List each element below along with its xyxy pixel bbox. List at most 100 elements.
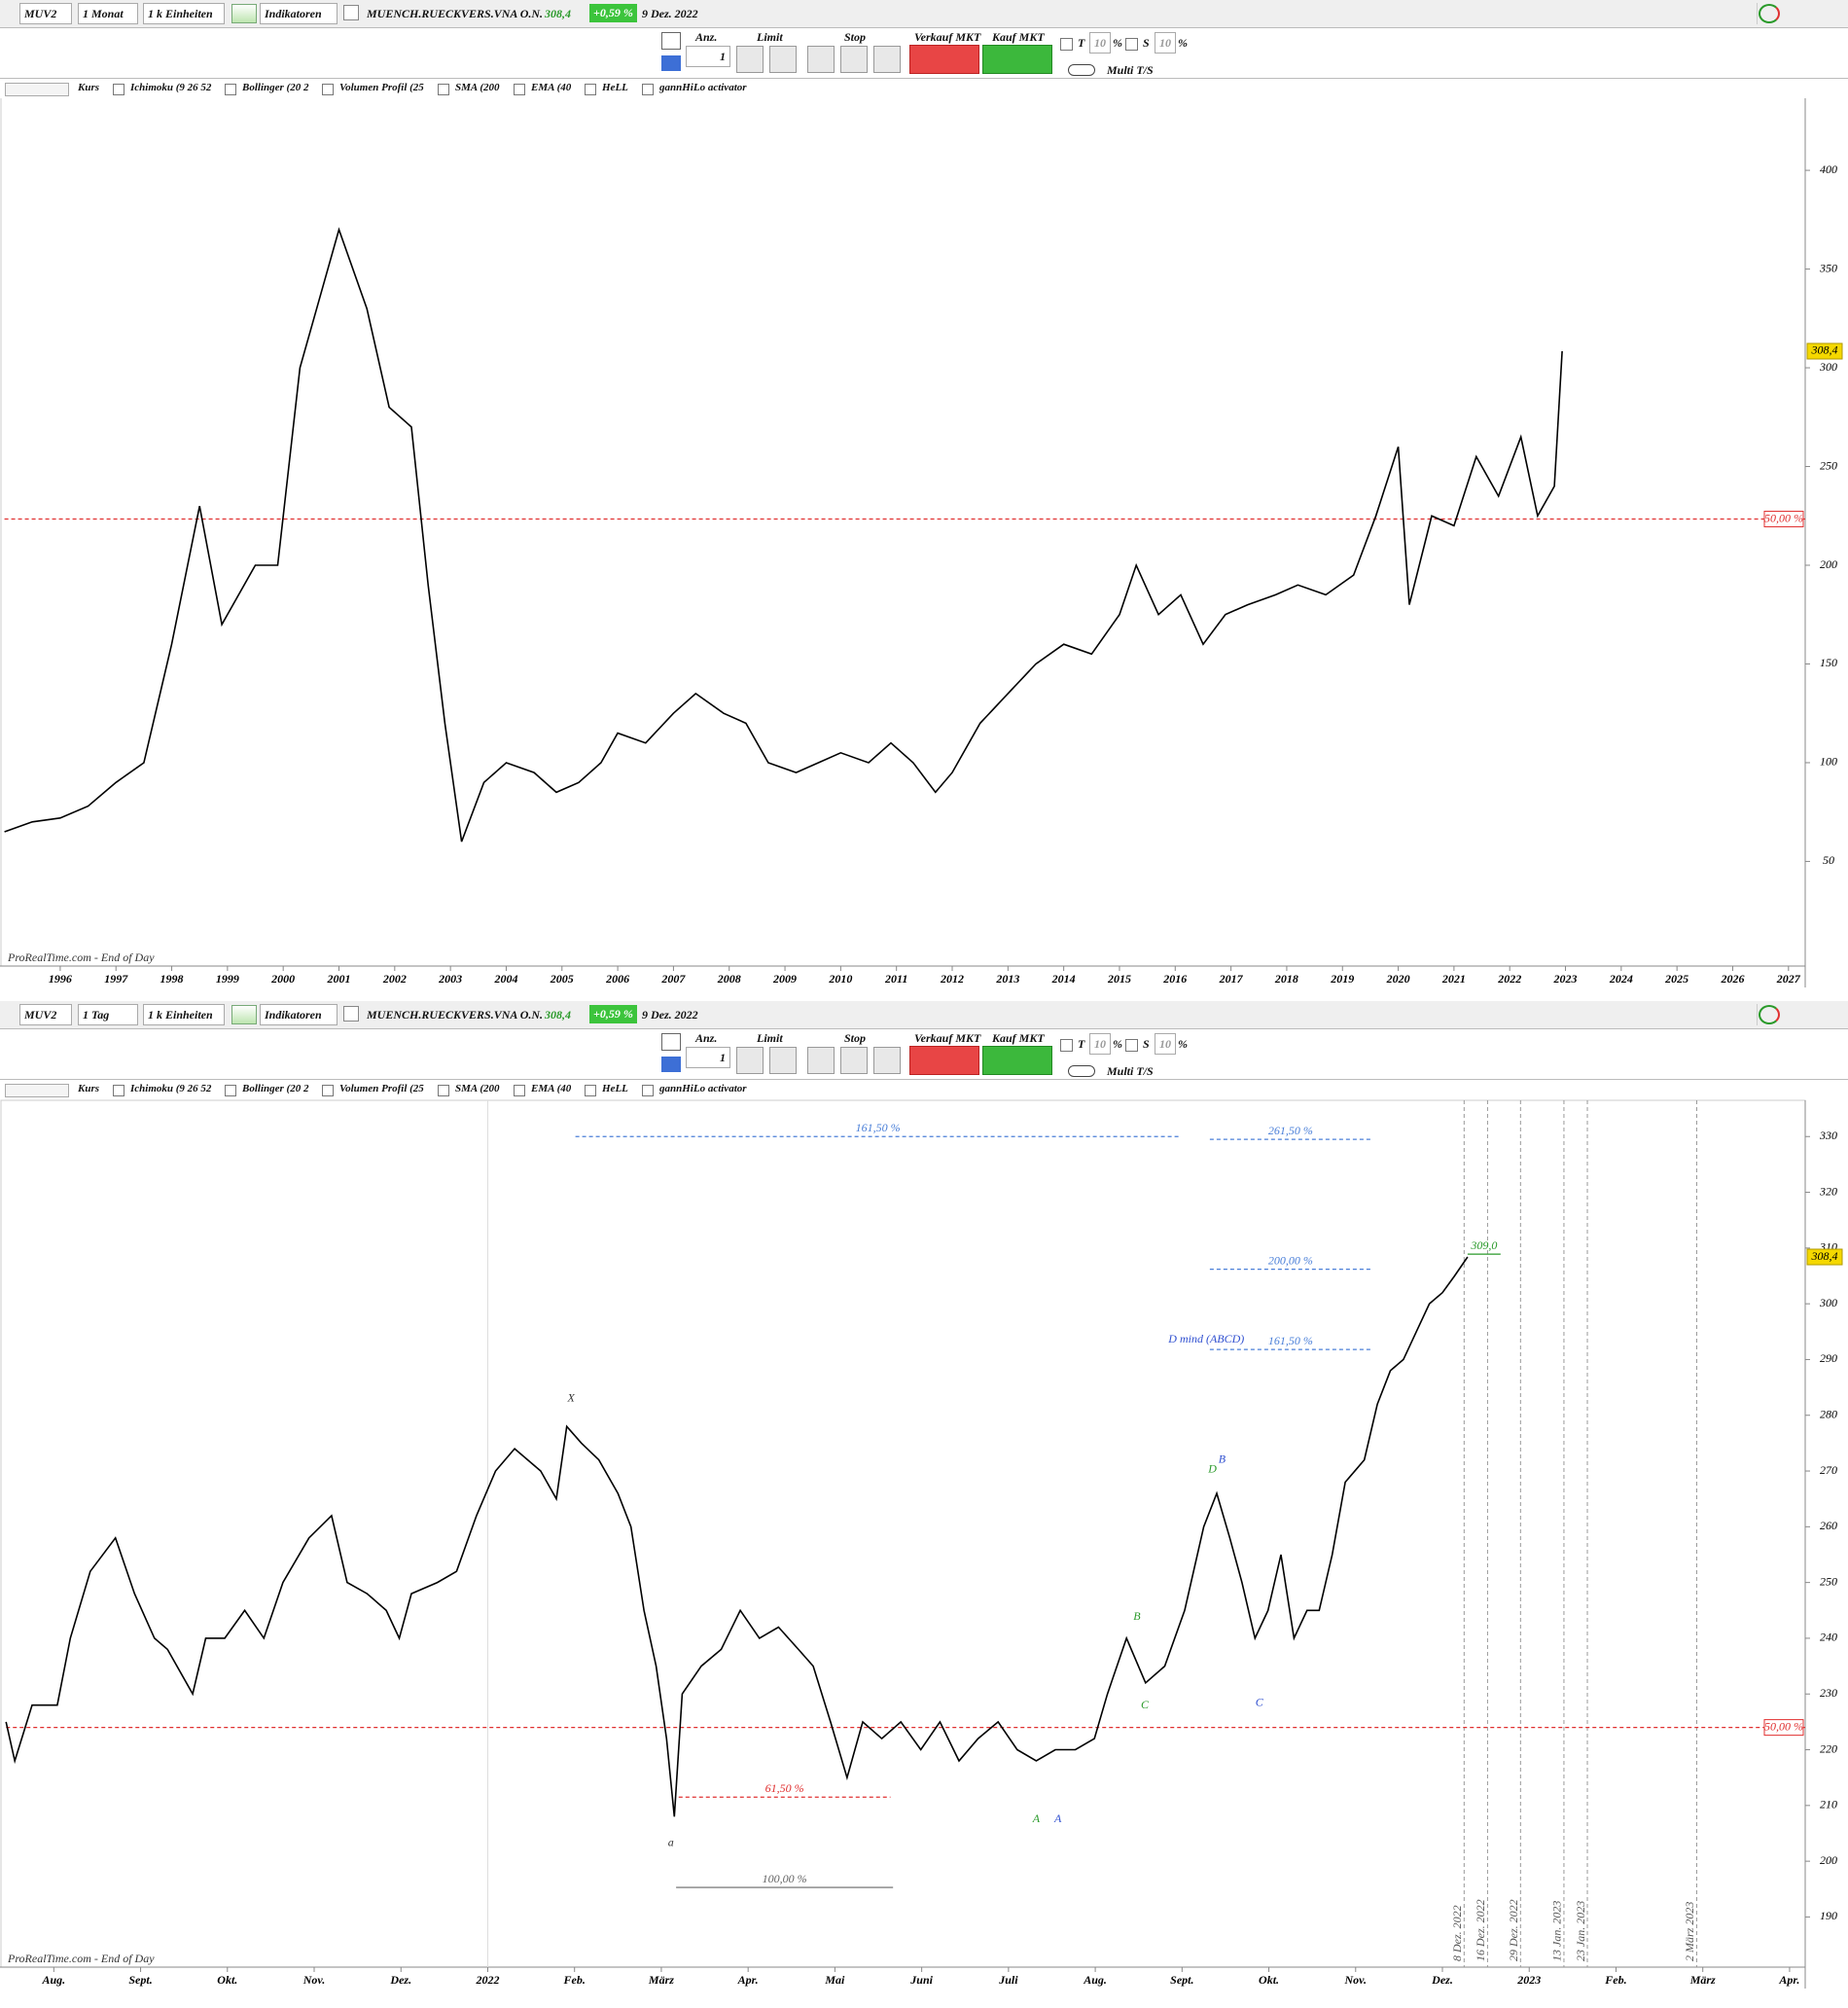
t-input[interactable]: 10 <box>1089 32 1111 54</box>
order-button[interactable] <box>736 46 764 73</box>
s-input[interactable]: 10 <box>1155 32 1176 54</box>
refresh-icon[interactable] <box>1759 4 1780 23</box>
x-tick-label: Juni <box>909 1973 933 1987</box>
indicator[interactable]: Volumen Profil (25 <box>339 82 424 93</box>
toggle[interactable] <box>1068 1065 1095 1077</box>
units-select[interactable]: 1 k Einheiten <box>143 3 225 24</box>
qty-input[interactable]: 1 <box>686 1047 730 1068</box>
indicator[interactable]: Ichimoku (9 26 52 <box>130 1083 212 1094</box>
toggle[interactable] <box>1068 64 1095 76</box>
t-checkbox[interactable] <box>1060 1039 1073 1052</box>
indicators-button[interactable]: Indikatoren <box>260 1004 338 1025</box>
s-checkbox[interactable] <box>1125 38 1138 51</box>
s-checkbox[interactable] <box>1125 1039 1138 1052</box>
indicator[interactable]: Bollinger (20 2 <box>242 1083 309 1094</box>
indicators-icon[interactable] <box>231 4 257 23</box>
indicator-icons[interactable] <box>5 83 69 96</box>
info-icon[interactable] <box>343 5 359 20</box>
indicator-checkbox[interactable] <box>322 84 334 95</box>
indicator[interactable]: Kurs <box>78 82 100 93</box>
indicator-checkbox[interactable] <box>113 1085 124 1096</box>
date-line-label: 23 Jan. 2023 <box>1574 1901 1587 1961</box>
order-button[interactable] <box>873 46 901 73</box>
x-tick-label: Aug. <box>1083 1973 1107 1987</box>
period-select[interactable]: 1 Tag <box>78 1004 138 1025</box>
order-button[interactable] <box>769 46 797 73</box>
order-button[interactable] <box>807 46 835 73</box>
indicator-checkbox[interactable] <box>438 84 449 95</box>
keyboard-icon[interactable] <box>661 55 681 71</box>
indicator[interactable]: Kurs <box>78 1083 100 1094</box>
refresh-icon[interactable] <box>1759 1005 1780 1024</box>
indicators-button[interactable]: Indikatoren <box>260 3 338 24</box>
indicator-checkbox[interactable] <box>438 1085 449 1096</box>
level-label: 61,50 % <box>765 1781 804 1795</box>
indicator[interactable]: HeLL <box>602 1083 628 1094</box>
symbol-select[interactable]: MUV2 <box>19 3 72 24</box>
wrench-icon[interactable] <box>661 32 681 50</box>
indicator-checkbox[interactable] <box>585 84 596 95</box>
indicator-checkbox[interactable] <box>514 84 525 95</box>
indicators-icon[interactable] <box>231 1005 257 1024</box>
indicator[interactable]: gannHiLo activator <box>659 1083 747 1094</box>
date: 9 Dez. 2022 <box>642 1008 698 1022</box>
order-button[interactable] <box>840 1047 868 1074</box>
y-tick-label: 320 <box>1819 1184 1837 1198</box>
indicator-checkbox[interactable] <box>113 84 124 95</box>
indicator-checkbox[interactable] <box>642 1085 654 1096</box>
y-tick-label: 240 <box>1820 1631 1837 1644</box>
limit-label: Limit <box>757 1031 783 1045</box>
order-button[interactable] <box>736 1047 764 1074</box>
qty-input[interactable]: 1 <box>686 46 730 67</box>
indicator[interactable]: EMA (40 <box>531 82 572 93</box>
x-tick-label: 2006 <box>605 972 629 986</box>
order-button[interactable] <box>840 46 868 73</box>
x-tick-label: 2007 <box>660 972 686 986</box>
indicator-checkbox[interactable] <box>642 84 654 95</box>
indicator[interactable]: gannHiLo activator <box>659 82 747 93</box>
y-tick-label: 250 <box>1820 1574 1837 1588</box>
sell-button[interactable] <box>909 45 979 74</box>
x-tick-label: 2022 <box>1497 972 1521 986</box>
indicator[interactable]: HeLL <box>602 82 628 93</box>
symbol-select[interactable]: MUV2 <box>19 1004 72 1025</box>
order-button[interactable] <box>873 1047 901 1074</box>
indicator[interactable]: Volumen Profil (25 <box>339 1083 424 1094</box>
order-button[interactable] <box>807 1047 835 1074</box>
indicator[interactable]: Bollinger (20 2 <box>242 82 309 93</box>
y-tick-label: 270 <box>1820 1463 1837 1477</box>
keyboard-icon[interactable] <box>661 1057 681 1072</box>
date-line-label: 8 Dez. 2022 <box>1450 1905 1464 1961</box>
indicator-icons[interactable] <box>5 1084 69 1097</box>
indicator[interactable]: EMA (40 <box>531 1083 572 1094</box>
indicator-checkbox[interactable] <box>514 1085 525 1096</box>
indicator[interactable]: SMA (200 <box>455 1083 500 1094</box>
buy-button[interactable] <box>982 45 1052 74</box>
info-icon[interactable] <box>343 1006 359 1022</box>
period-select[interactable]: 1 Monat <box>78 3 138 24</box>
order-button[interactable] <box>769 1047 797 1074</box>
sell-button[interactable] <box>909 1046 979 1075</box>
x-tick-label: 2021 <box>1441 972 1466 986</box>
indicator[interactable]: SMA (200 <box>455 82 500 93</box>
indicator-checkbox[interactable] <box>225 1085 236 1096</box>
indicator[interactable]: Ichimoku (9 26 52 <box>130 82 212 93</box>
buy-button[interactable] <box>982 1046 1052 1075</box>
wrench-icon[interactable] <box>661 1033 681 1051</box>
buy-label: Kauf MKT <box>992 30 1045 44</box>
t-checkbox[interactable] <box>1060 38 1073 51</box>
x-tick-label: 2019 <box>1330 972 1354 986</box>
indicator-checkbox[interactable] <box>225 84 236 95</box>
x-tick-label: Sept. <box>1170 1973 1193 1987</box>
units-select[interactable]: 1 k Einheiten <box>143 1004 225 1025</box>
indicator-checkbox[interactable] <box>585 1085 596 1096</box>
x-tick-label: 2014 <box>1051 972 1076 986</box>
last-price-label: 308,4 <box>1811 1249 1838 1263</box>
s-input[interactable]: 10 <box>1155 1033 1176 1055</box>
x-tick-label: 1998 <box>160 972 184 986</box>
indicator-bar <box>0 1081 1848 1099</box>
x-tick-label: Okt. <box>1259 1973 1279 1987</box>
annotation: X <box>566 1390 575 1404</box>
t-input[interactable]: 10 <box>1089 1033 1111 1055</box>
indicator-checkbox[interactable] <box>322 1085 334 1096</box>
